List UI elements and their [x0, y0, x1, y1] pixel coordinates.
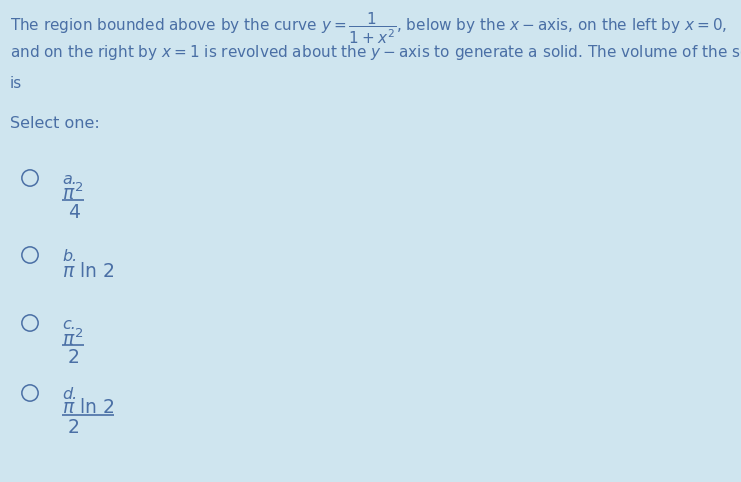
Text: The region bounded above by the curve $y = \dfrac{1}{1+x^{2}}$, below by the $x-: The region bounded above by the curve $y… — [10, 11, 727, 46]
Text: $\pi^2$: $\pi^2$ — [62, 328, 83, 349]
Text: 2: 2 — [68, 348, 80, 367]
Text: $\pi\ \mathrm{ln}\ 2$: $\pi\ \mathrm{ln}\ 2$ — [62, 262, 115, 281]
Text: $\pi^2$: $\pi^2$ — [62, 183, 83, 204]
Text: and on the right by $x = 1$ is revolved about the $y-$axis to generate a solid. : and on the right by $x = 1$ is revolved … — [10, 43, 741, 62]
Text: b.: b. — [62, 249, 77, 264]
Text: c.: c. — [62, 317, 76, 332]
Text: is: is — [10, 76, 22, 91]
Text: 4: 4 — [68, 203, 80, 222]
Text: $\pi\ \mathrm{ln}\ 2$: $\pi\ \mathrm{ln}\ 2$ — [62, 398, 115, 417]
Text: Select one:: Select one: — [10, 116, 99, 131]
Text: a.: a. — [62, 172, 77, 187]
Text: 2: 2 — [68, 418, 80, 437]
Text: d.: d. — [62, 387, 77, 402]
